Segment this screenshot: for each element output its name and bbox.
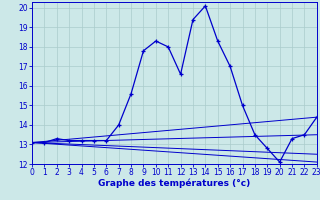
X-axis label: Graphe des températures (°c): Graphe des températures (°c) [98, 179, 251, 188]
